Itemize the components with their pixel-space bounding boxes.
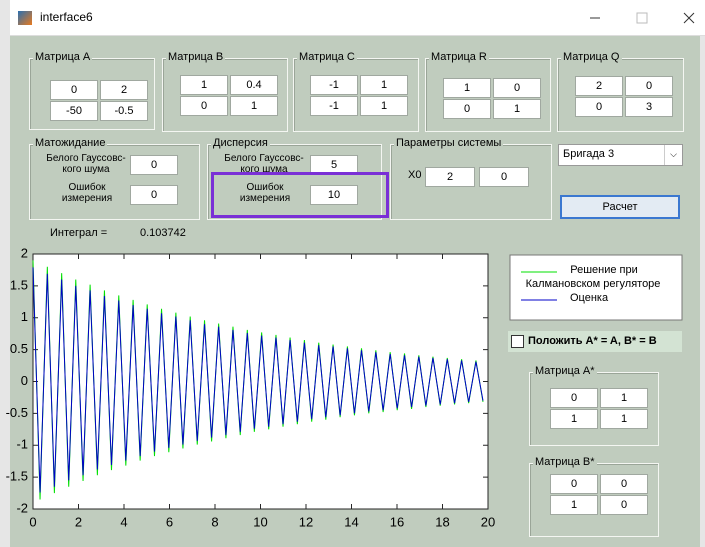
error-label: Ошибок измерения [61,182,113,204]
line-series [32,267,484,493]
panel [293,58,419,132]
matrix-cell[interactable]: -1 [310,96,358,116]
x-tick-label: 10 [253,514,267,529]
checkbox-label: Положить A* = A, B* = B [528,335,657,347]
error-input[interactable]: 10 [310,185,358,205]
app-icon [18,11,32,25]
panel-title: Матрица A* [533,365,597,377]
matrix-cell[interactable]: 0 [550,388,598,408]
matrix-cell[interactable]: 0 [600,495,648,515]
checkbox[interactable] [511,335,524,348]
x-tick-label: 6 [166,514,173,529]
matrix-cell[interactable]: 1 [550,409,598,429]
x-tick-label: 4 [120,514,127,529]
error-label: Ошибок измерения [239,182,291,204]
matrix-cell[interactable]: -1 [310,75,358,95]
x0-input[interactable]: 2 [425,167,475,187]
legend-label: Решение при Калмановском регуляторе [526,264,661,290]
panel [162,58,288,132]
background-window [700,36,705,547]
title-bar: interface6 [10,0,705,36]
checkbox-row [508,331,682,352]
matrix-cell[interactable]: 1 [230,96,278,116]
window-controls[interactable] [570,0,705,36]
panel-title: Матрица R [429,51,489,63]
calc-button[interactable]: Расчет [560,195,680,219]
matrix-cell[interactable]: 0 [600,474,648,494]
matrix-cell[interactable]: 1 [443,78,491,98]
matrix-cell[interactable]: 0 [550,474,598,494]
x0-input[interactable]: 0 [479,167,529,187]
panel-title: Матрица B* [533,456,597,468]
matrix-cell[interactable]: -0.5 [100,101,148,121]
panel-title: Дисперсия [211,137,270,149]
panel [29,144,200,220]
matrix-cell[interactable]: 1 [493,99,541,119]
matrix-cell[interactable]: 0 [625,76,673,96]
matrix-cell[interactable]: 0 [443,99,491,119]
error-input[interactable]: 0 [130,185,178,205]
matrix-cell[interactable]: 1 [360,75,408,95]
y-tick-label: 1.5 [10,277,28,292]
panel-title: Матожидание [33,137,108,149]
matrix-cell[interactable]: 1 [360,96,408,116]
matrix-cell[interactable]: 0 [50,80,98,100]
matrix-cell[interactable]: 0 [575,97,623,117]
y-tick-label: -1 [16,437,28,452]
dropdown[interactable]: Бригада 3 [558,144,683,166]
x0-label: X0 [408,169,422,181]
matrix-cell[interactable]: 1 [600,409,648,429]
background-window [0,0,10,547]
matrix-cell[interactable]: -50 [50,101,98,121]
matrix-cell[interactable]: 0 [493,78,541,98]
maximize-button[interactable] [636,12,648,24]
matrix-cell[interactable]: 1 [180,75,228,95]
y-tick-label: -2 [16,500,28,515]
highlight-box [211,172,389,218]
x-tick-label: 12 [299,514,313,529]
integral-label: Интеграл = [50,227,108,239]
y-tick-label: 0.5 [10,341,28,356]
x-tick-label: 16 [390,514,404,529]
legend-box [509,254,683,321]
matrix-cell[interactable]: 0.4 [230,75,278,95]
noise-label: Белого Гауссовс-кого шума [46,153,126,175]
legend-label: Оценка [570,292,609,304]
matrix-cell[interactable]: 2 [100,80,148,100]
matrix-cell[interactable]: 1 [550,495,598,515]
panel-title: Матрица A [33,51,93,63]
panel-title: Матрица C [297,51,357,63]
close-button[interactable] [683,12,695,24]
dropdown-arrow[interactable]: ⌵ [664,145,682,165]
panel-title: Параметры системы [394,137,504,149]
noise-label: Белого Гауссовс-кого шума [224,153,304,175]
integral-value: 0.103742 [140,227,186,239]
x-tick-label: 18 [435,514,449,529]
x-tick-label: 14 [344,514,358,529]
x-tick-label: 20 [481,514,495,529]
noise-input[interactable]: 0 [130,155,178,175]
matrix-cell[interactable]: 3 [625,97,673,117]
plot-area [32,253,489,510]
x-tick-label: 8 [211,514,218,529]
panel [207,144,382,220]
y-tick-label: 1 [21,309,28,324]
matrix-cell[interactable]: 2 [575,76,623,96]
panel-title: Матрица B [166,51,226,63]
line-series [32,260,484,500]
y-tick-label: 0 [21,373,28,388]
panel-title: Матрица Q [561,51,622,63]
matrix-cell[interactable]: 1 [600,388,648,408]
x-tick-label: 0 [29,514,36,529]
y-tick-label: 2 [21,245,28,260]
window-title: interface6 [40,10,93,24]
x-tick-label: 2 [75,514,82,529]
matrix-cell[interactable]: 0 [180,96,228,116]
